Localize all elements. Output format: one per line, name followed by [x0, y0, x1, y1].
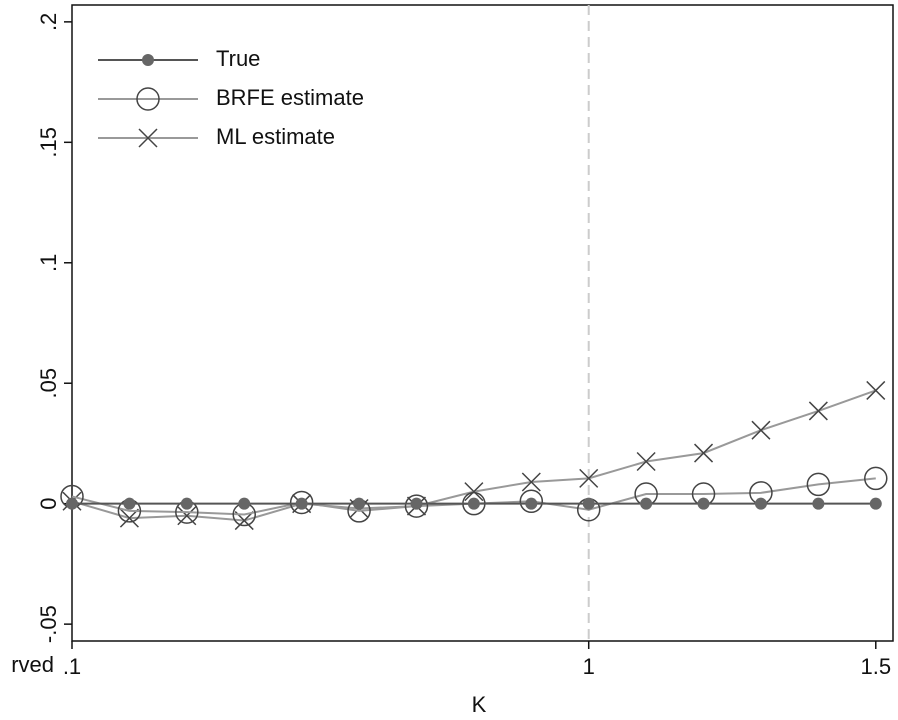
- dot-marker: [238, 497, 251, 510]
- cross-marker: [521, 472, 541, 492]
- cross-marker: [694, 443, 714, 463]
- y-tick-label: .2: [36, 13, 61, 31]
- x-axis-label: K: [472, 692, 487, 717]
- legend-label: True: [216, 46, 260, 71]
- dot-marker: [640, 497, 653, 510]
- circle-marker: [806, 472, 831, 497]
- dot-marker: [869, 497, 882, 510]
- dot-marker: [410, 497, 423, 510]
- dot-marker: [525, 497, 538, 510]
- dot-marker: [142, 54, 154, 66]
- legend-label: ML estimate: [216, 124, 335, 149]
- dot-marker: [697, 497, 710, 510]
- dot-marker: [467, 497, 480, 510]
- clipped-text: rved: [11, 652, 54, 677]
- x-tick-label: 1: [583, 654, 595, 679]
- y-tick-label: .1: [36, 254, 61, 272]
- circle-marker: [289, 490, 314, 515]
- circle-marker: [136, 87, 160, 111]
- x-tick-label: 1.5: [860, 654, 891, 679]
- dot-marker: [353, 497, 366, 510]
- cross-marker: [579, 468, 599, 488]
- dot-marker: [180, 497, 193, 510]
- y-tick-label: .15: [36, 127, 61, 158]
- circle-marker: [519, 489, 544, 514]
- plot-frame: [71, 4, 894, 642]
- y-tick-label: .05: [36, 368, 61, 399]
- x-tick-label: .1: [63, 654, 81, 679]
- cross-marker: [808, 401, 828, 421]
- cross-marker: [866, 380, 886, 400]
- cross-marker: [464, 482, 484, 502]
- dot-marker: [295, 497, 308, 510]
- cross-marker: [138, 128, 158, 148]
- dot-marker: [582, 497, 595, 510]
- cross-marker: [636, 451, 656, 472]
- cross-marker: [751, 420, 771, 440]
- y-tick-label: 0: [36, 498, 61, 510]
- dot-marker: [66, 497, 78, 510]
- dot-marker: [754, 497, 767, 510]
- dot-marker: [123, 497, 136, 510]
- cross-marker: [119, 508, 139, 528]
- y-tick-label: -.05: [36, 605, 61, 643]
- legend-label: BRFE estimate: [216, 85, 364, 110]
- circle-marker: [864, 466, 888, 491]
- circle-marker: [404, 494, 429, 518]
- dot-marker: [812, 497, 825, 510]
